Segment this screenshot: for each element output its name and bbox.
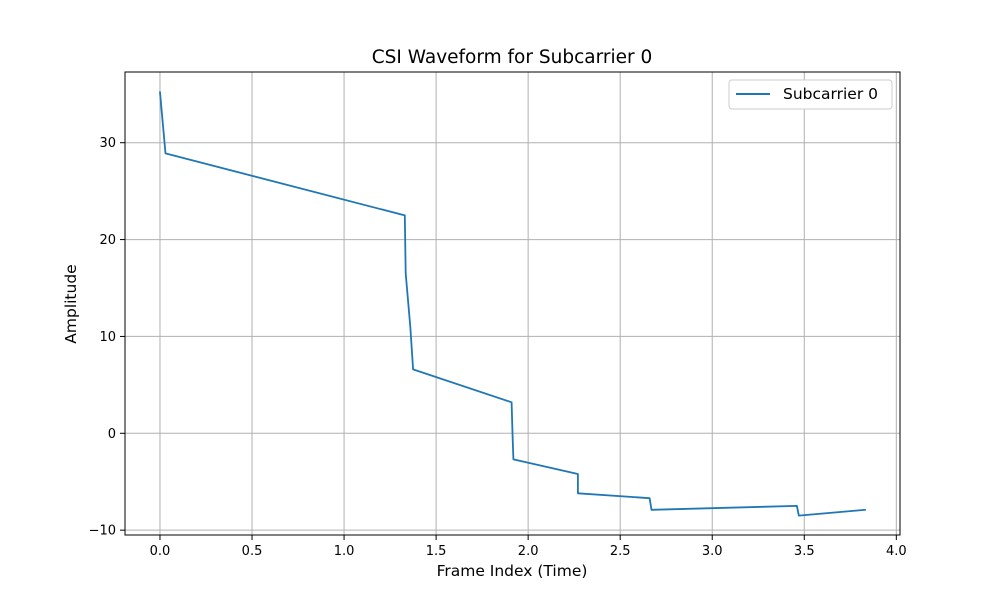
legend: Subcarrier 0 <box>728 79 893 110</box>
x-tick-label: 3.0 <box>702 544 723 559</box>
legend-box <box>728 79 893 110</box>
plot-frame <box>124 71 901 536</box>
y-tick-label: 10 <box>99 330 116 345</box>
x-axis-ticks: 0.0 0.5 1.0 1.5 2.0 2.5 3.0 3.5 4.0 <box>150 535 907 559</box>
y-tick-label: 20 <box>99 233 116 248</box>
x-axis-label: Frame Index (Time) <box>437 562 588 580</box>
y-tick-label: −10 <box>89 524 116 539</box>
x-tick-label: 2.5 <box>610 544 631 559</box>
x-tick-label: 4.0 <box>886 544 907 559</box>
chart-title: CSI Waveform for Subcarrier 0 <box>372 47 653 68</box>
y-axis-label: Amplitude <box>62 264 80 343</box>
legend-label-subcarrier-0: Subcarrier 0 <box>783 85 878 103</box>
y-axis-ticks: −10 0 10 20 30 <box>89 136 125 539</box>
x-tick-label: 3.5 <box>794 544 815 559</box>
x-tick-label: 1.0 <box>334 544 355 559</box>
x-tick-label: 1.5 <box>426 544 447 559</box>
x-tick-label: 2.0 <box>518 544 539 559</box>
y-tick-label: 30 <box>99 136 116 151</box>
x-tick-label: 0.0 <box>150 544 171 559</box>
x-tick-label: 0.5 <box>242 544 263 559</box>
y-tick-label: 0 <box>108 427 116 442</box>
series-layer <box>159 91 866 517</box>
series-line-subcarrier-0 <box>159 91 866 517</box>
